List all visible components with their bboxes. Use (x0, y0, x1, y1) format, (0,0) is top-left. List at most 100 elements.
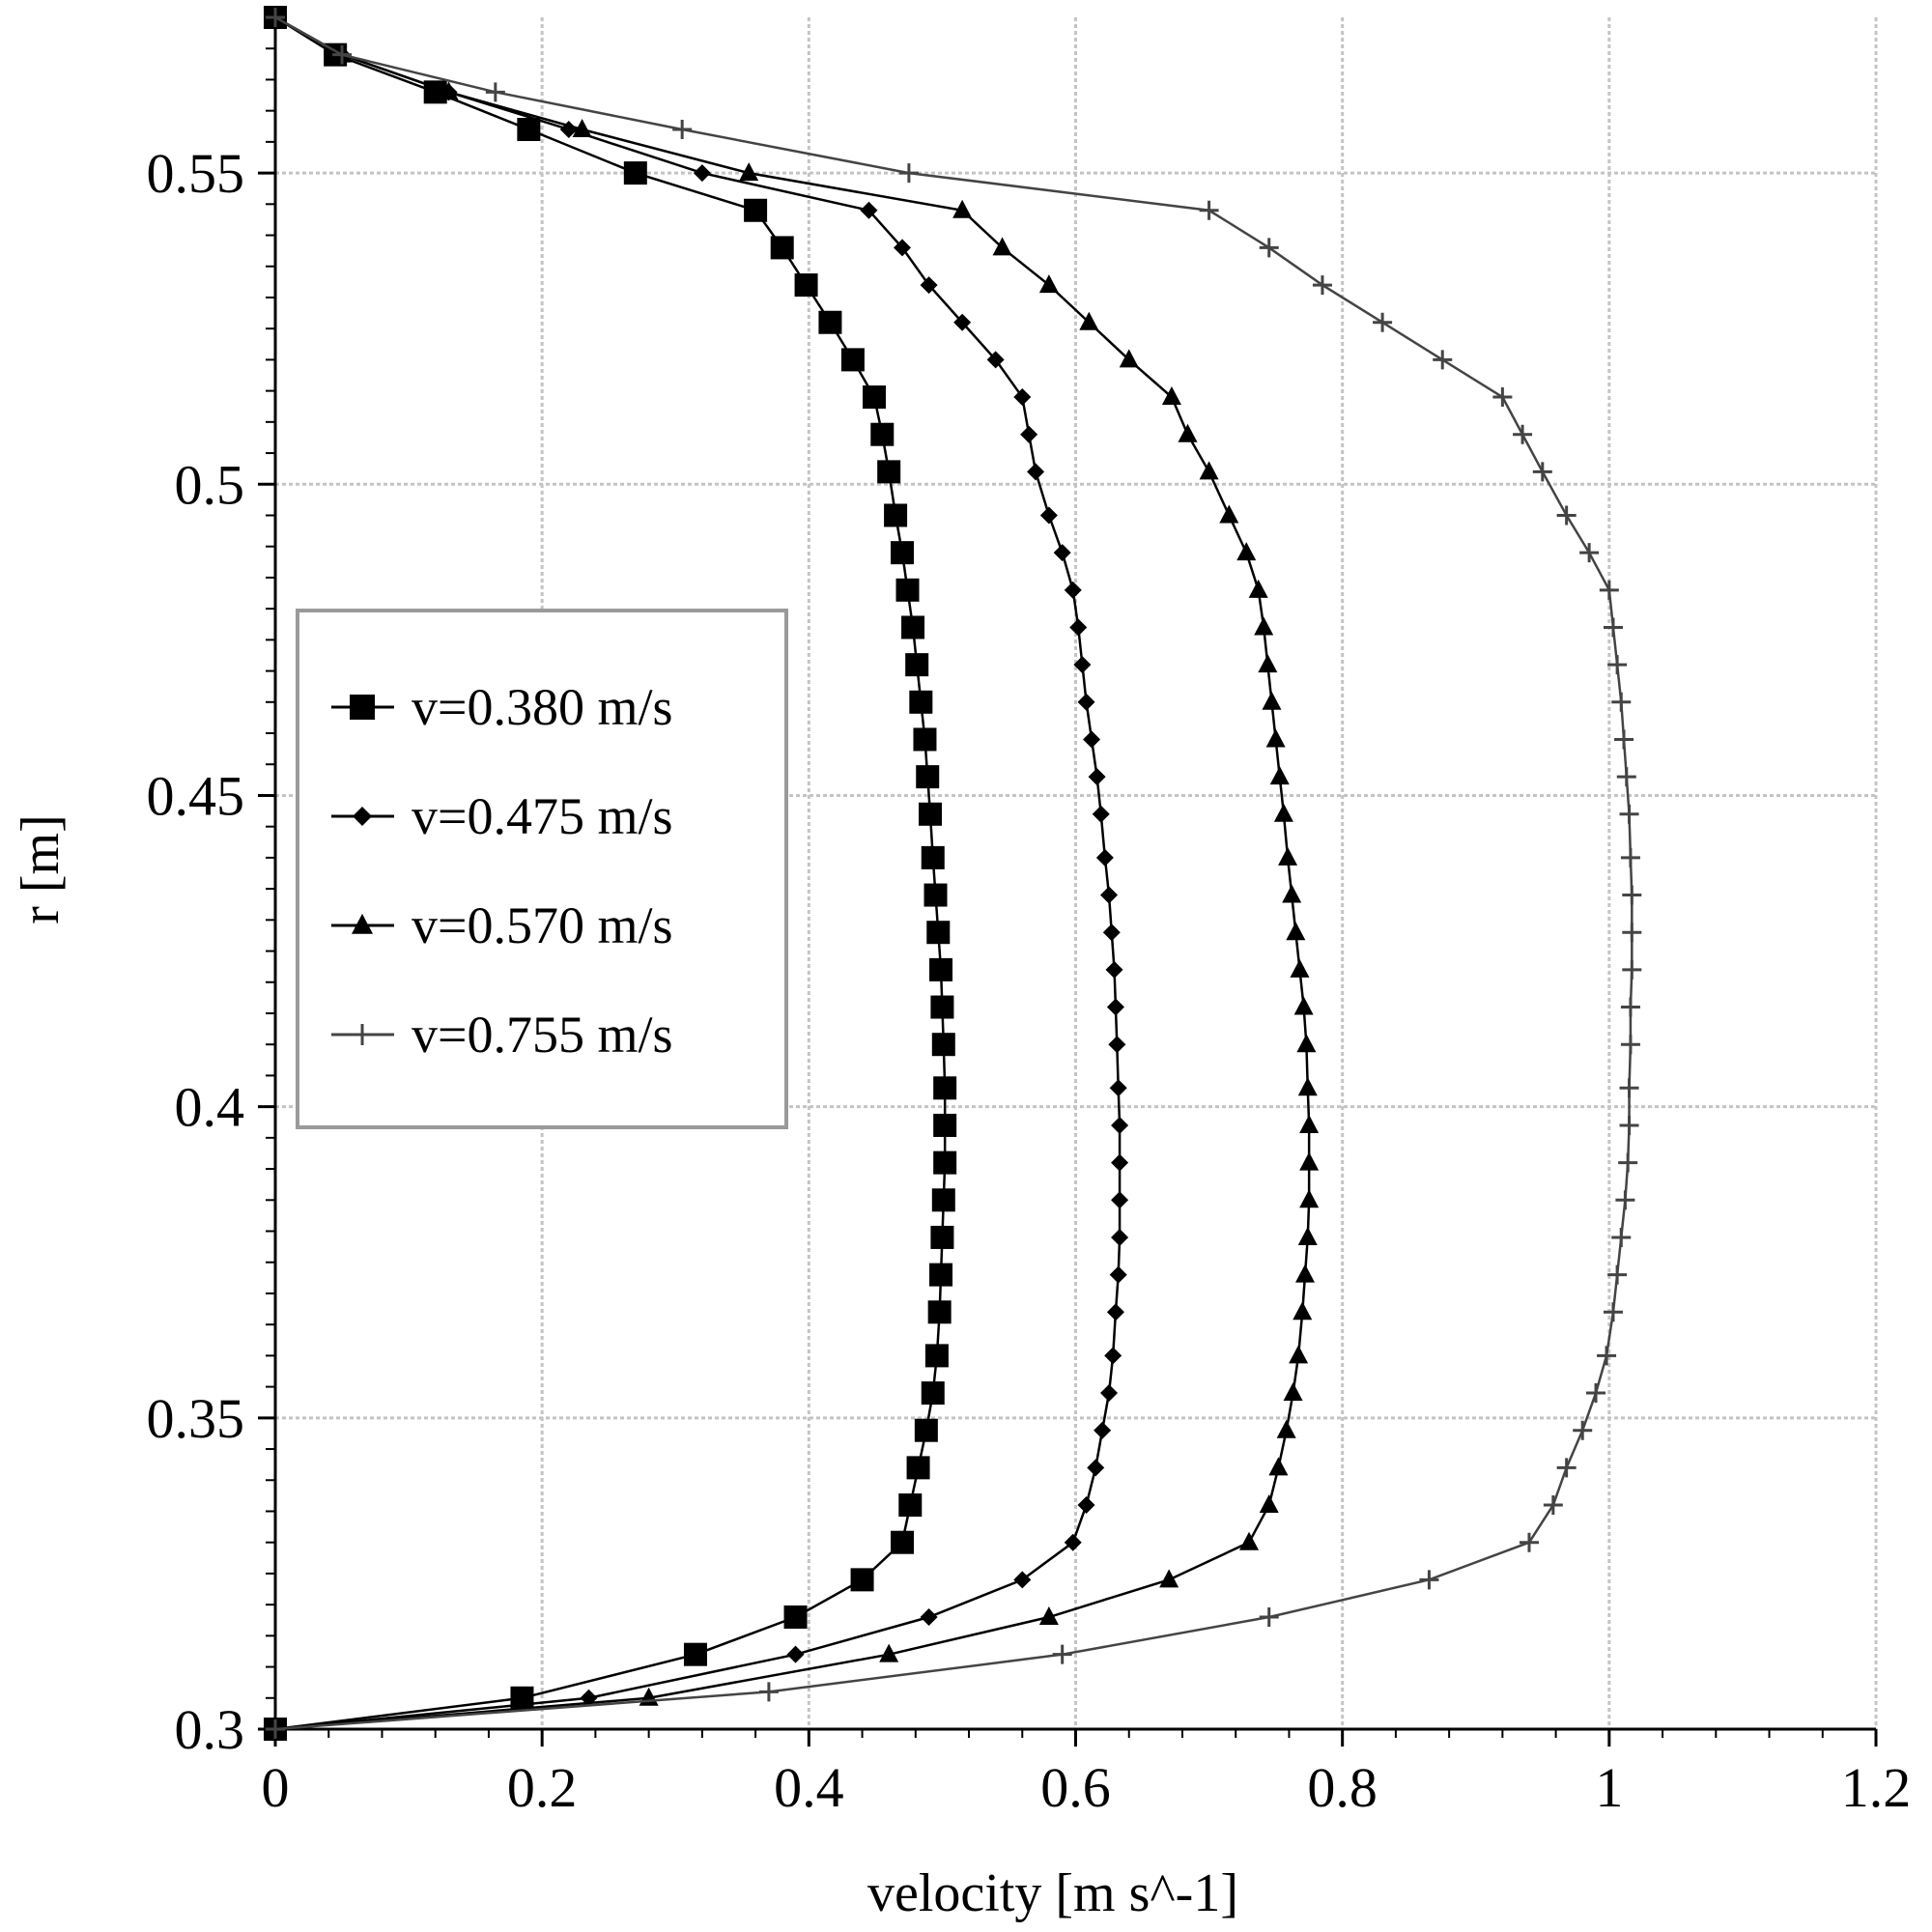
data-point (1073, 656, 1092, 674)
data-point (1038, 1606, 1059, 1626)
data-point (1616, 767, 1636, 787)
data-point (1597, 1346, 1617, 1366)
data-point (1556, 505, 1577, 526)
data-point (1254, 616, 1274, 636)
series-line (274, 15, 947, 1731)
x-tick-label: 0.8 (1307, 1756, 1378, 1819)
data-point (1611, 1227, 1632, 1247)
data-point (924, 1344, 949, 1368)
data-point (1259, 238, 1279, 258)
data-point (1020, 425, 1038, 443)
data-point (1312, 275, 1332, 296)
data-point (1297, 1226, 1318, 1245)
data-point (931, 1033, 955, 1057)
data-point (572, 118, 592, 137)
legend-label: v=0.755 m/s (412, 1006, 672, 1064)
x-tick-label: 1.2 (1841, 1756, 1912, 1819)
data-point (1106, 1303, 1124, 1321)
data-point (1586, 1383, 1606, 1404)
data-point (1268, 1457, 1289, 1476)
data-point (926, 921, 951, 945)
data-point (623, 161, 647, 185)
data-point (758, 1682, 779, 1702)
data-point (485, 82, 505, 102)
data-point (929, 1263, 953, 1287)
data-point (1111, 1116, 1129, 1134)
data-point (909, 690, 933, 714)
data-point (783, 1605, 808, 1630)
data-point (923, 883, 948, 907)
legend-label: v=0.570 m/s (412, 896, 672, 954)
x-tick-label: 0 (262, 1756, 290, 1819)
data-point (1262, 691, 1282, 710)
x-tick-label: 0.4 (774, 1756, 844, 1819)
data-point (895, 578, 920, 602)
data-point (1492, 387, 1513, 408)
data-point (1276, 1419, 1296, 1438)
data-point (1104, 1347, 1122, 1365)
legend-entry: v=0.380 m/s (331, 678, 672, 736)
data-point (906, 1456, 930, 1480)
y-axis-title: r [m] (11, 814, 71, 924)
data-point (884, 503, 908, 527)
data-point (933, 1151, 957, 1175)
data-point (986, 351, 1005, 369)
data-point (1259, 1494, 1279, 1514)
data-point (1556, 1458, 1577, 1478)
data-point (1620, 847, 1640, 867)
data-point (1100, 1384, 1119, 1403)
data-point (1239, 1531, 1260, 1550)
data-point (770, 236, 794, 260)
data-point (840, 348, 865, 372)
series-line (274, 15, 1634, 1731)
data-point (1278, 846, 1298, 866)
data-point (1622, 959, 1642, 980)
data-point (1299, 1114, 1320, 1133)
data-point (1419, 1570, 1439, 1590)
legend: v=0.380 m/s v=0.475 m/s v=0.570 m/s v=0.755… (296, 609, 788, 1129)
data-point (1038, 274, 1059, 294)
data-point (862, 385, 886, 410)
data-point (1299, 1151, 1320, 1171)
x-tick-label: 0.2 (507, 1756, 578, 1819)
data-point (1159, 1569, 1179, 1588)
data-point (1607, 655, 1628, 675)
data-point (1283, 1382, 1303, 1402)
data-point (992, 237, 1012, 256)
data-point (1199, 200, 1219, 220)
data-point (1111, 1191, 1129, 1209)
legend-marker (350, 695, 375, 720)
data-point (1295, 1264, 1316, 1283)
data-point (1111, 1228, 1129, 1246)
x-tick-label: 0.6 (1040, 1756, 1111, 1819)
data-point (1620, 997, 1640, 1017)
data-point (1236, 542, 1257, 561)
data-point (1273, 803, 1293, 822)
data-point (1290, 958, 1310, 978)
data-point (794, 273, 818, 298)
data-point (1265, 728, 1286, 748)
y-tick-label: 0.4 (175, 1076, 245, 1139)
data-point (1513, 424, 1533, 444)
data-point (1053, 544, 1071, 562)
data-point (1094, 1421, 1112, 1439)
data-point (739, 162, 759, 182)
data-point (1373, 312, 1393, 332)
series-3 (266, 7, 1320, 1737)
data-point (1532, 462, 1552, 482)
series-4 (266, 8, 1642, 1739)
data-point (1248, 579, 1268, 598)
data-point (1619, 1078, 1639, 1098)
data-point (1282, 884, 1302, 903)
legend-marker (353, 807, 372, 826)
data-point (1573, 1420, 1593, 1440)
legend-box (296, 609, 788, 1129)
legend-entry: v=0.755 m/s (331, 1006, 672, 1064)
data-point (893, 239, 911, 257)
data-point (1269, 766, 1290, 785)
series-line (274, 15, 1122, 1731)
data-point (905, 653, 929, 677)
data-point (1108, 1036, 1126, 1054)
data-point (1161, 386, 1181, 406)
data-point (930, 995, 954, 1019)
